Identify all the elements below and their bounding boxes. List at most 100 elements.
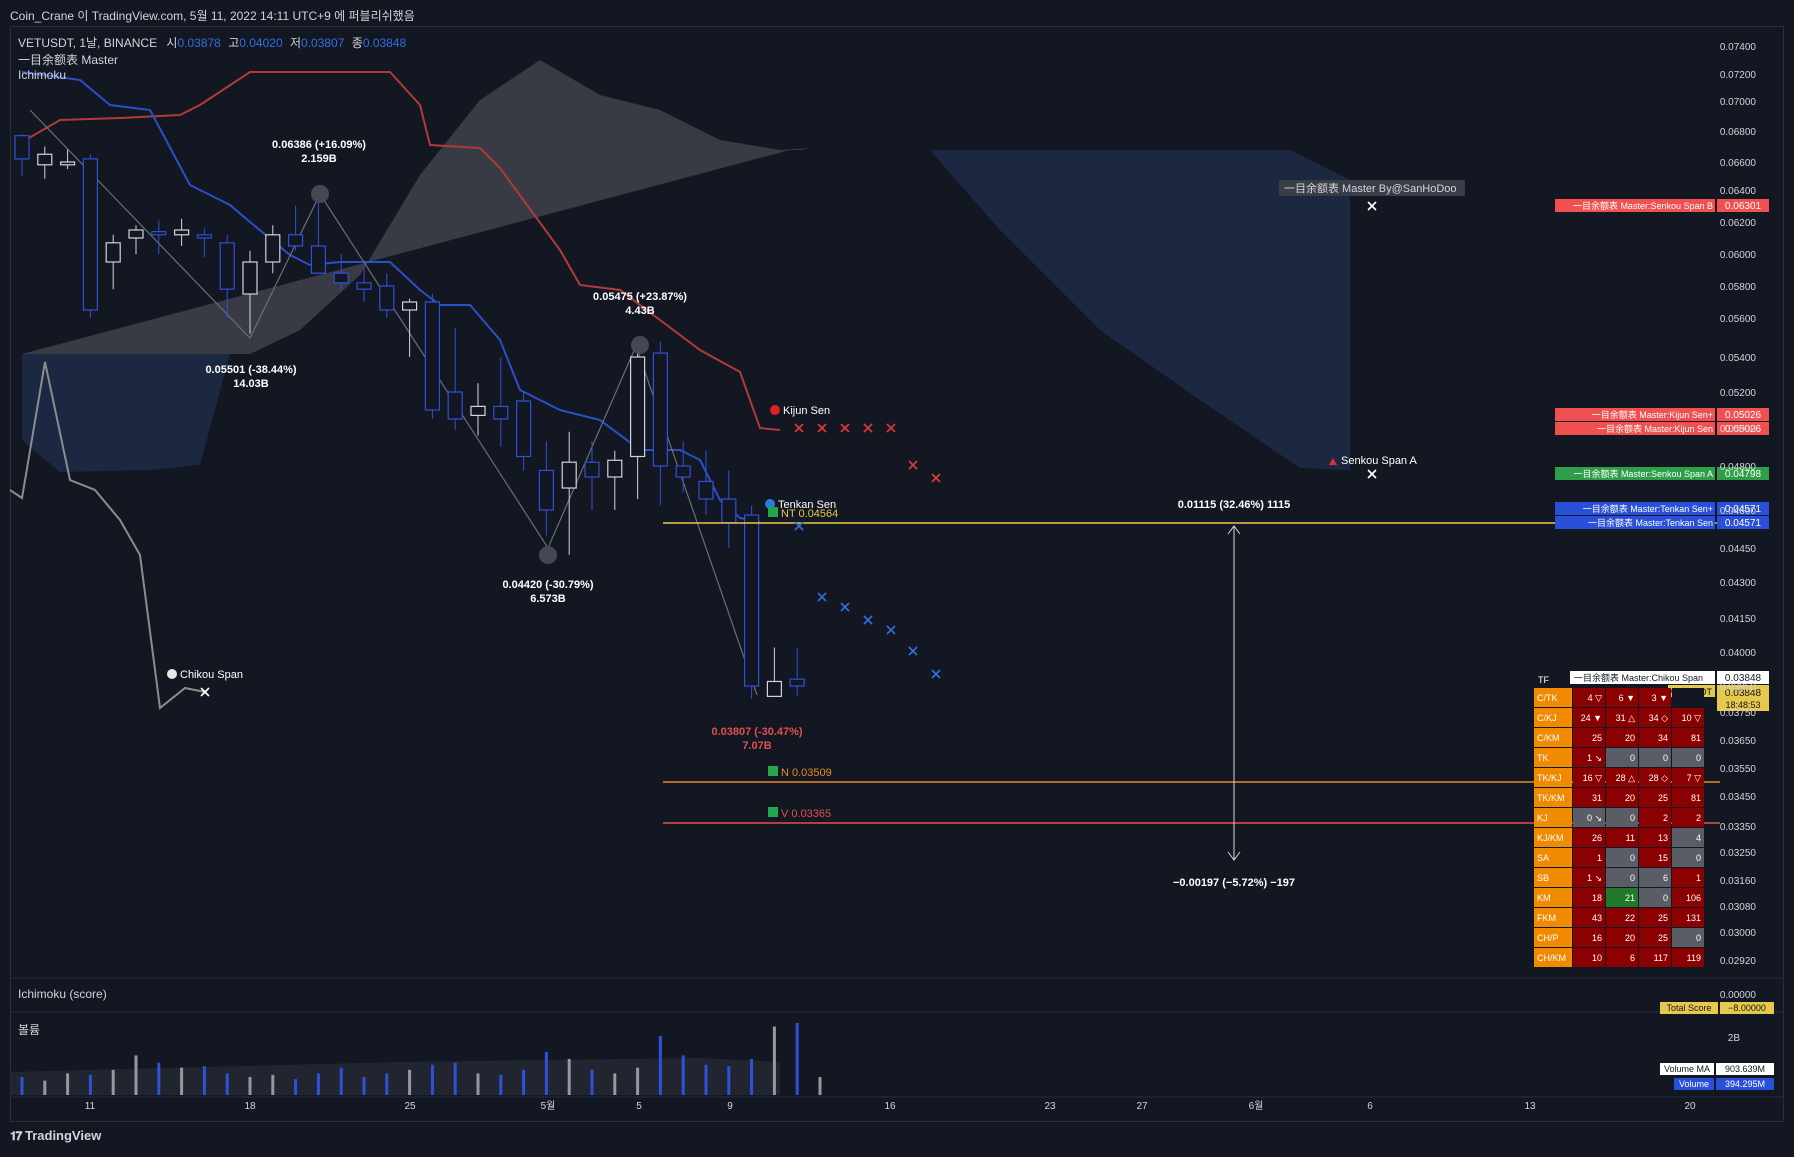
table-cell: 4 ▽ [1588, 693, 1603, 703]
table-cell-bg [1639, 768, 1671, 787]
chikou-label: Chikou Span [180, 669, 243, 681]
table-cell: 25 [1592, 733, 1602, 743]
last-price-bg [1717, 685, 1769, 711]
volume-panel-title[interactable]: 볼륨 [18, 1023, 41, 1037]
volume-bar [681, 1055, 685, 1095]
marker-cross [200, 687, 210, 697]
table-cell: 20 [1625, 933, 1635, 943]
table-cell-bg [1573, 888, 1605, 907]
price-tick-label: 0.04800 [1720, 462, 1757, 473]
volume-bar [636, 1067, 640, 1095]
price-tick-label: 0.05600 [1720, 314, 1757, 325]
table-cell-bg [1639, 868, 1671, 887]
table-row-key: CH/KM [1537, 953, 1566, 963]
candle-body [766, 680, 783, 698]
volume-bar [202, 1066, 206, 1095]
pivot-annotation: 0.05475 (+23.87%) [593, 291, 687, 303]
price-tick-label: 0.05000 [1720, 424, 1757, 435]
table-row-key: SB [1537, 873, 1549, 883]
price-tag-label-bg [1555, 516, 1715, 529]
table-row-key: KM [1537, 893, 1551, 903]
price-tick-label: 0.04300 [1720, 578, 1757, 589]
table-cell: 25 [1658, 793, 1668, 803]
table-cell: 1 ↘ [1587, 753, 1602, 763]
table-cell-bg [1573, 828, 1605, 847]
table-cell: 21 [1625, 893, 1635, 903]
candle-body [196, 234, 212, 239]
kijun-projection-cross [931, 473, 941, 483]
volume-bar [567, 1059, 571, 1095]
high-label: 고 [228, 36, 240, 50]
price-tag-value: 0.04798 [1725, 469, 1762, 480]
score-panel-title[interactable]: Ichimoku (score) [18, 987, 107, 1001]
indicator-ichimoku-label[interactable]: Ichimoku [18, 68, 67, 82]
symbol-legend: VETUSDT, 1날, BINANCE 시0.03878 고0.04020 저… [18, 34, 406, 51]
table-row-key-bg [1534, 708, 1572, 727]
indicator-master-label[interactable]: 一目余额表 Master [18, 53, 119, 67]
price-tag-value: 0.06301 [1725, 201, 1762, 212]
marker-cross [1367, 201, 1377, 211]
table-cell-bg [1606, 748, 1638, 767]
table-cell-bg [1672, 688, 1704, 707]
price-tick-label: 0.04000 [1720, 648, 1757, 659]
table-cell: 7 ▽ [1687, 773, 1702, 783]
table-row-key-bg [1534, 848, 1572, 867]
price-tick-label: 0.03350 [1720, 822, 1757, 833]
price-tick-label: 0.04450 [1720, 544, 1757, 555]
chikou-tag-label: 一目余额表 Master:Chikou Span [1574, 672, 1703, 683]
table-cell: 0 [1663, 893, 1668, 903]
table-cell: 1 [1696, 873, 1701, 883]
price-tag-value-bg [1717, 467, 1769, 480]
price-tick-label: 0.05400 [1720, 353, 1757, 364]
tenkan-projection-cross [908, 646, 918, 656]
price-tag-label: 一目余额表 Master:Senkou Span A [1573, 468, 1713, 479]
total-score-label: Total Score [1666, 1003, 1711, 1013]
table-cell-bg [1639, 828, 1671, 847]
table-cell-bg [1672, 768, 1704, 787]
pivot-annotation: 0.03807 (-30.47%) [711, 726, 802, 738]
table-cell-bg [1639, 848, 1671, 867]
price-tag-value: 0.04571 [1725, 518, 1762, 529]
pivot-marker [539, 546, 557, 564]
time-tick-label: 5월 [541, 1100, 556, 1112]
table-cell-bg [1573, 928, 1605, 947]
candle-body [584, 461, 600, 478]
check-icon [768, 807, 778, 817]
table-cell-bg [1606, 808, 1638, 827]
price-tag-label-bg [1555, 422, 1715, 435]
table-cell-bg [1672, 808, 1704, 827]
price-tag-value: 0.05026 [1725, 410, 1762, 421]
table-cell-bg [1672, 728, 1704, 747]
tradingview-logo[interactable]: 𝟏𝟕 TradingView [10, 1128, 101, 1150]
table-row-key: CH/P [1537, 933, 1559, 943]
candle-body [538, 469, 555, 511]
table-cell: 119 [1687, 953, 1701, 963]
price-tick-label: 0.07400 [1720, 42, 1757, 53]
volume-bar [544, 1051, 548, 1095]
table-cell: 26 [1592, 833, 1602, 843]
table-cell-bg [1606, 768, 1638, 787]
price-tick-label: 0.03450 [1720, 792, 1757, 803]
volume-bar [180, 1067, 184, 1095]
table-cell: 18 [1592, 893, 1602, 903]
volume-bar [339, 1067, 343, 1095]
table-cell-bg [1639, 808, 1671, 827]
price-tick-label: 0.04150 [1720, 614, 1757, 625]
check-icon [768, 507, 778, 517]
price-tick-label: 0.05800 [1720, 282, 1757, 293]
table-row-key-bg [1534, 828, 1572, 847]
table-cell: 20 [1625, 733, 1635, 743]
volume-bar [294, 1079, 298, 1095]
pivot-volume-annotation: 4.43B [625, 305, 654, 317]
table-cell: 11 [1626, 833, 1635, 843]
price-tick-label: 0.07200 [1720, 70, 1757, 81]
time-tick-label: 13 [1524, 1101, 1536, 1112]
table-cell: 31 [1592, 793, 1602, 803]
table-row-key-bg [1534, 888, 1572, 907]
volume-bar [66, 1073, 70, 1095]
kijun-projection-cross [863, 423, 873, 433]
table-cell-bg [1606, 888, 1638, 907]
table-cell: 0 [1696, 933, 1701, 943]
candle-body [561, 461, 577, 489]
